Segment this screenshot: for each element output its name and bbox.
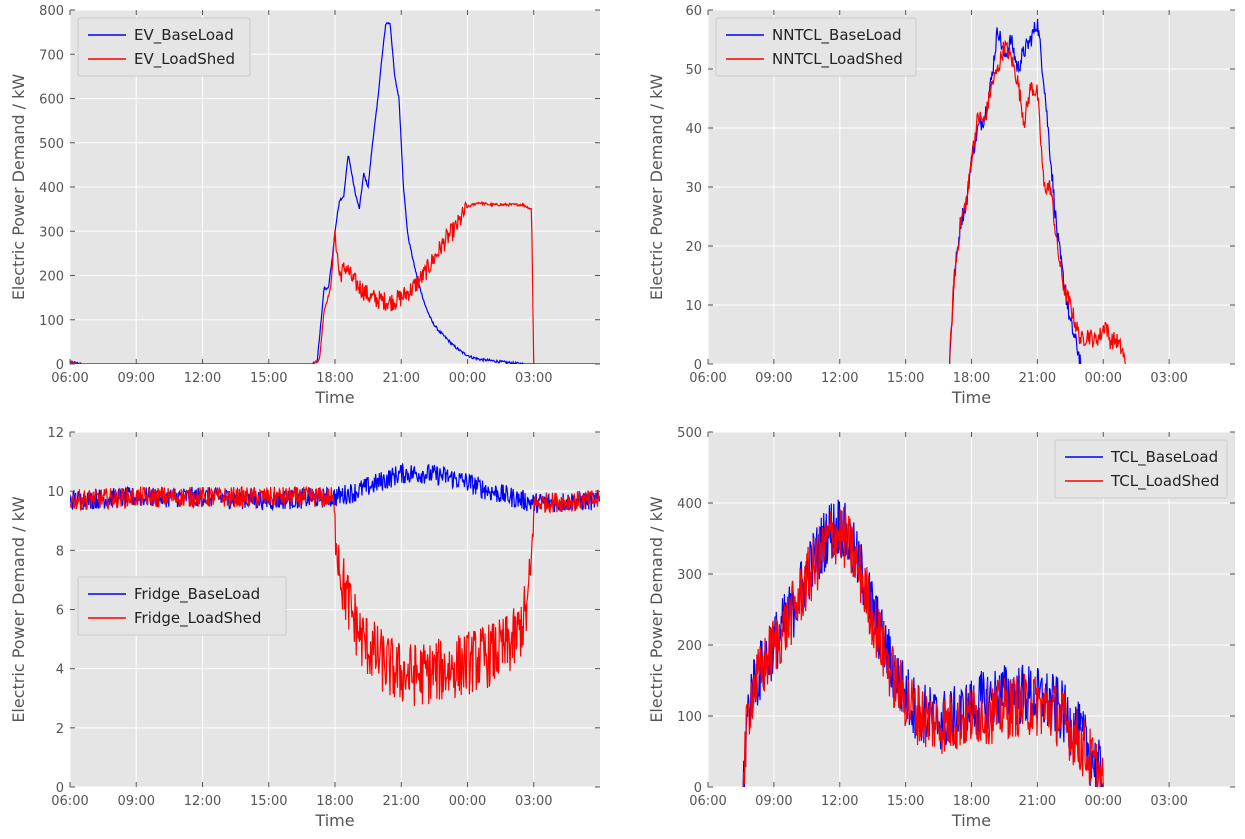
x-tick-label: 15:00 [887, 794, 924, 809]
x-tick-label: 21:00 [383, 794, 420, 809]
y-axis-label: Electric Power Demand / kW [9, 74, 28, 301]
y-tick-label: 0 [694, 781, 702, 796]
legend-label: EV_LoadShed [134, 50, 235, 69]
x-tick-label: 06:00 [689, 371, 726, 386]
x-tick-label: 06:00 [51, 371, 88, 386]
legend-box [1054, 439, 1228, 499]
legend-box [77, 576, 287, 636]
x-axis-label: Time [314, 811, 354, 830]
legend-label: EV_BaseLoad [134, 26, 234, 45]
legend: NNTCL_BaseLoad NNTCL_LoadShed [715, 17, 917, 77]
x-tick-label: 03:00 [1150, 371, 1187, 386]
legend: EV_BaseLoad EV_LoadShed [77, 17, 251, 77]
y-tick-label: 600 [39, 93, 64, 108]
y-tick-label: 0 [56, 781, 64, 796]
legend-box [77, 17, 251, 77]
y-tick-label: 500 [677, 426, 702, 441]
y-tick-label: 10 [47, 485, 64, 500]
x-tick-label: 09:00 [755, 794, 792, 809]
y-tick-label: 40 [685, 122, 702, 137]
y-tick-label: 20 [685, 240, 702, 255]
y-tick-label: 60 [685, 4, 702, 19]
y-tick-label: 100 [39, 314, 64, 329]
x-tick-label: 06:00 [51, 794, 88, 809]
y-tick-label: 0 [56, 358, 64, 373]
y-tick-label: 300 [39, 225, 64, 240]
legend: Fridge_BaseLoad Fridge_LoadShed [77, 576, 287, 636]
x-axis-label: Time [951, 811, 991, 830]
x-tick-label: 18:00 [316, 371, 353, 386]
x-tick-label: 09:00 [755, 371, 792, 386]
y-tick-label: 2 [56, 722, 64, 737]
legend-label: TCL_BaseLoad [1110, 448, 1218, 467]
chart-nntcl: 0 10 20 30 40 50 60 06:00 09:00 12:00 15:00 18:00 21… [647, 4, 1235, 407]
y-tick-label: 0 [694, 358, 702, 373]
x-tick-label: 09:00 [118, 371, 155, 386]
x-tick-label: 06:00 [689, 794, 726, 809]
x-tick-label: 18:00 [316, 794, 353, 809]
x-tick-label: 21:00 [383, 371, 420, 386]
y-tick-label: 200 [677, 639, 702, 654]
legend-label: NNTCL_LoadShed [772, 50, 903, 69]
x-tick-label: 15:00 [250, 371, 287, 386]
y-tick-label: 800 [39, 4, 64, 19]
x-tick-label: 15:00 [250, 794, 287, 809]
x-tick-label: 21:00 [1019, 794, 1056, 809]
y-tick-label: 6 [56, 604, 64, 619]
legend-box [715, 17, 917, 77]
x-tick-label: 12:00 [821, 371, 858, 386]
y-axis-label: Electric Power Demand / kW [647, 496, 666, 723]
y-axis-label: Electric Power Demand / kW [9, 496, 28, 723]
y-axis-label: Electric Power Demand / kW [647, 74, 666, 301]
x-axis-label: Time [951, 388, 991, 407]
y-tick-label: 12 [47, 426, 64, 441]
y-tick-label: 500 [39, 137, 64, 152]
x-tick-label: 21:00 [1019, 371, 1056, 386]
legend-label: Fridge_LoadShed [134, 609, 261, 628]
x-tick-label: 18:00 [953, 794, 990, 809]
series-line-NNTCL_BaseLoad [948, 18, 1082, 364]
y-tick-label: 700 [39, 48, 64, 63]
x-tick-label: 03:00 [515, 371, 552, 386]
y-tick-label: 50 [685, 63, 702, 78]
x-tick-label: 00:00 [449, 371, 486, 386]
x-axis-label: Time [314, 388, 354, 407]
x-tick-label: 12:00 [821, 794, 858, 809]
x-tick-label: 00:00 [1085, 794, 1122, 809]
y-tick-label: 8 [56, 544, 64, 559]
legend-label: Fridge_BaseLoad [134, 585, 260, 604]
legend-label: TCL_LoadShed [1110, 472, 1219, 491]
x-tick-label: 12:00 [184, 794, 221, 809]
y-tick-label: 400 [677, 497, 702, 512]
chart-tcl: 0 100 200 300 400 500 06:00 09:00 12:00 15:00 18:0… [647, 426, 1235, 830]
y-tick-label: 300 [677, 568, 702, 583]
x-tick-label: 09:00 [118, 794, 155, 809]
x-tick-label: 03:00 [1150, 794, 1187, 809]
y-tick-label: 10 [685, 299, 702, 314]
chart-fridge: 0 2 4 6 8 10 12 06:00 09:00 12:00 15:00 18:00 21:00 0… [9, 426, 600, 830]
legend: TCL_BaseLoad TCL_LoadShed [1054, 439, 1228, 499]
x-tick-label: 15:00 [887, 371, 924, 386]
series-line-TCL_LoadShed [742, 507, 1104, 787]
series-line-Fridge_LoadShed [70, 485, 600, 707]
y-tick-label: 200 [39, 270, 64, 285]
x-tick-label: 12:00 [184, 371, 221, 386]
legend-label: NNTCL_BaseLoad [772, 26, 902, 45]
x-tick-label: 00:00 [1085, 371, 1122, 386]
y-tick-label: 400 [39, 181, 64, 196]
y-tick-label: 100 [677, 710, 702, 725]
y-tick-label: 4 [56, 663, 64, 678]
x-tick-label: 18:00 [953, 371, 990, 386]
series-line-EV_LoadShed [70, 200, 600, 364]
chart-ev: 0 100 200 300 400 500 600 700 800 06:00 09:00 12:00… [9, 4, 600, 407]
series-line-NNTCL_LoadShed [948, 40, 1126, 364]
x-tick-label: 03:00 [515, 794, 552, 809]
x-tick-label: 00:00 [449, 794, 486, 809]
y-tick-label: 30 [685, 181, 702, 196]
